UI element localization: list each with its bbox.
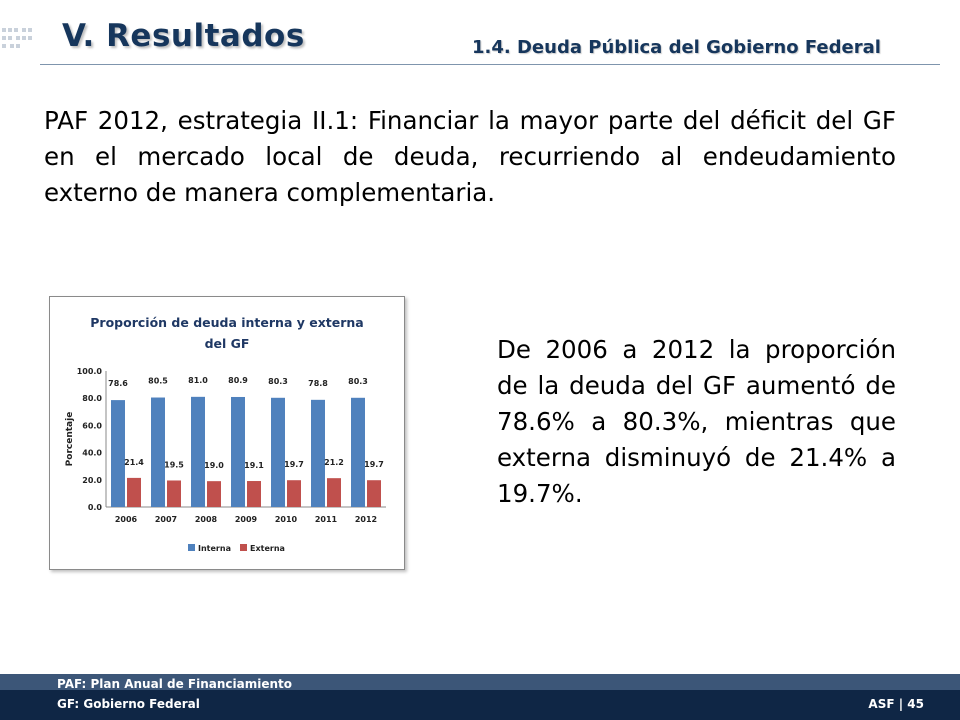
bar-interna (311, 399, 325, 507)
bar-externa (207, 481, 221, 507)
y-axis-label: Porcentaje (65, 412, 75, 467)
data-label-interna: 81.0 (188, 376, 208, 385)
legend-label-interna: Interna (198, 544, 231, 553)
y-tick-label: 40.0 (82, 449, 102, 458)
data-label-externa: 19.7 (284, 460, 304, 469)
data-label-externa: 21.2 (324, 458, 344, 467)
bar-externa (327, 478, 341, 507)
x-tick-label: 2010 (275, 515, 298, 524)
legend-swatch-externa (240, 544, 247, 551)
footnote-gf: GF: Gobierno Federal (57, 697, 200, 711)
chart-title-line: Proporción de deuda interna y externa (90, 315, 363, 330)
data-label-externa: 19.5 (164, 460, 184, 469)
bar-interna (151, 397, 165, 507)
x-tick-label: 2011 (315, 515, 338, 524)
data-label-interna: 80.3 (268, 377, 288, 386)
data-label-interna: 78.6 (108, 379, 128, 388)
footnote-paf: PAF: Plan Anual de Financiamiento (57, 677, 292, 691)
y-tick-label: 100.0 (77, 367, 103, 376)
legend-swatch-interna (188, 544, 195, 551)
page-title: V. Resultados (62, 18, 305, 54)
bar-externa (127, 477, 141, 507)
data-label-externa: 19.0 (204, 461, 224, 470)
bar-interna (231, 396, 245, 507)
chart-title-line: del GF (205, 336, 250, 351)
header-divider (40, 64, 940, 65)
bar-interna (191, 396, 205, 507)
x-tick-label: 2009 (235, 515, 258, 524)
x-tick-label: 2006 (115, 515, 138, 524)
asf-logo-icon (2, 28, 32, 48)
x-tick-label: 2007 (155, 515, 177, 524)
bar-externa (367, 480, 381, 507)
bar-externa (287, 480, 301, 507)
data-label-interna: 80.9 (228, 376, 248, 385)
data-label-externa: 21.4 (124, 458, 144, 467)
bar-interna (351, 397, 365, 507)
bar-interna (111, 400, 125, 507)
section-subtitle: 1.4. Deuda Pública del Gobierno Federal (472, 37, 881, 58)
page-number: ASF | 45 (868, 697, 924, 711)
x-tick-label: 2008 (195, 515, 218, 524)
bar-externa (247, 481, 261, 507)
data-label-interna: 80.5 (148, 377, 168, 386)
legend-label-externa: Externa (250, 544, 285, 553)
y-tick-label: 20.0 (82, 476, 102, 485)
y-tick-label: 0.0 (88, 503, 103, 512)
data-label-interna: 80.3 (348, 377, 368, 386)
data-label-externa: 19.1 (244, 461, 264, 470)
data-label-externa: 19.7 (364, 460, 384, 469)
data-label-interna: 78.8 (308, 379, 328, 388)
chart-container: Proporción de deuda interna y externa del… (49, 296, 405, 570)
bar-chart: Proporción de deuda interna y externa del… (65, 315, 386, 553)
y-tick-label: 80.0 (82, 394, 102, 403)
x-tick-label: 2012 (355, 515, 377, 524)
description-paragraph: De 2006 a 2012 la proporción de la deuda… (497, 335, 896, 508)
y-tick-label: 60.0 (82, 421, 102, 430)
intro-paragraph: PAF 2012, estrategia II.1: Financiar la … (44, 106, 896, 207)
bar-interna (271, 397, 285, 507)
bar-externa (167, 480, 181, 507)
footer-band (0, 674, 960, 690)
